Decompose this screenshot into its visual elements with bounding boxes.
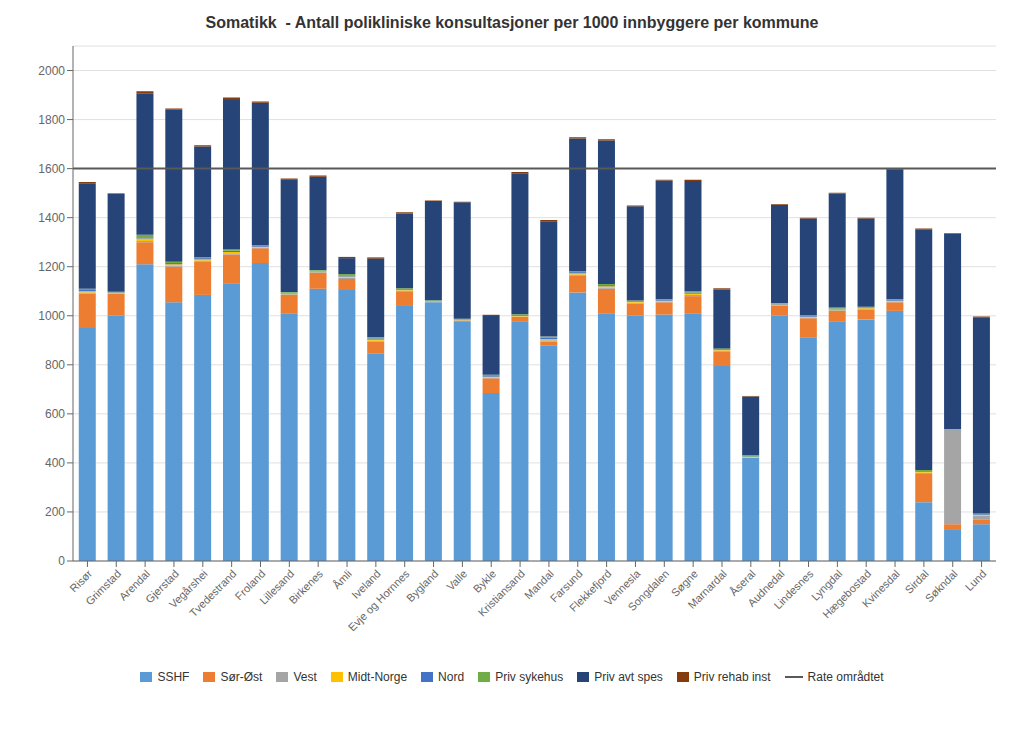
svg-text:Bykle: Bykle bbox=[470, 567, 499, 595]
svg-text:Mandal: Mandal bbox=[521, 567, 556, 602]
svg-text:Audnedal: Audnedal bbox=[745, 567, 787, 609]
svg-text:Valle: Valle bbox=[444, 567, 469, 592]
svg-text:1600: 1600 bbox=[38, 162, 65, 176]
svg-text:Lillesand: Lillesand bbox=[257, 567, 297, 607]
svg-text:2000: 2000 bbox=[38, 64, 65, 78]
svg-text:Åmli: Åmli bbox=[330, 567, 354, 591]
svg-text:Arendal: Arendal bbox=[116, 567, 152, 603]
svg-text:1200: 1200 bbox=[38, 260, 65, 274]
svg-text:200: 200 bbox=[45, 505, 65, 519]
svg-text:Åseral: Åseral bbox=[727, 567, 758, 598]
svg-text:400: 400 bbox=[45, 456, 65, 470]
svg-text:600: 600 bbox=[45, 407, 65, 421]
html-text:SSHF: SSHF bbox=[157, 670, 190, 684]
svg-text:Kvinesdal: Kvinesdal bbox=[860, 567, 902, 609]
svg-text:Lund: Lund bbox=[963, 567, 989, 593]
svg-text:Søgne: Søgne bbox=[668, 567, 701, 599]
html-text:Nord: Nord bbox=[438, 670, 465, 684]
svg-text:1800: 1800 bbox=[38, 113, 65, 127]
svg-text:Sirdal: Sirdal bbox=[902, 567, 931, 596]
html-text:Priv sykehus: Priv sykehus bbox=[495, 670, 564, 684]
svg-text:Flekkefjord: Flekkefjord bbox=[567, 567, 614, 614]
svg-text:Iveland: Iveland bbox=[349, 567, 383, 601]
html-text:Vest: Vest bbox=[293, 670, 317, 684]
svg-text:Tvedestrand: Tvedestrand bbox=[187, 567, 239, 619]
svg-text:Vegårshei: Vegårshei bbox=[166, 567, 210, 611]
svg-text:Marnardal: Marnardal bbox=[685, 567, 729, 611]
html-text:Priv rehab inst: Priv rehab inst bbox=[693, 670, 771, 684]
svg-text:Kristiansand: Kristiansand bbox=[476, 567, 527, 618]
svg-text:Hægebostad: Hægebostad bbox=[820, 567, 873, 620]
svg-text:Froland: Froland bbox=[232, 567, 268, 603]
html-text:Somatikk - Antall polikliniske: Somatikk - Antall polikliniske konsultas… bbox=[205, 14, 819, 31]
html-text:Priv avt spes: Priv avt spes bbox=[594, 670, 663, 684]
svg-text:Risør: Risør bbox=[67, 567, 95, 595]
svg-text:0: 0 bbox=[58, 554, 65, 568]
svg-text:Farsund: Farsund bbox=[547, 567, 585, 605]
html-text:Sør-Øst: Sør-Øst bbox=[220, 670, 263, 684]
svg-text:1000: 1000 bbox=[38, 309, 65, 323]
svg-text:800: 800 bbox=[45, 358, 65, 372]
svg-text:1400: 1400 bbox=[38, 211, 65, 225]
svg-text:Bygland: Bygland bbox=[404, 567, 441, 604]
svg-text:Lindesnes: Lindesnes bbox=[772, 567, 816, 611]
html-text:Rate områdtet: Rate områdtet bbox=[807, 670, 884, 684]
svg-text:Grimstad: Grimstad bbox=[83, 567, 123, 607]
svg-text:Gjerstad: Gjerstad bbox=[143, 567, 181, 606]
svg-text:Songdalen: Songdalen bbox=[626, 567, 672, 613]
svg-text:Vennesla: Vennesla bbox=[601, 567, 643, 608]
svg-text:Lyngdal: Lyngdal bbox=[808, 567, 845, 603]
html-text:Midt-Norge: Midt-Norge bbox=[347, 670, 408, 684]
svg-text:Birkenes: Birkenes bbox=[286, 567, 325, 606]
svg-text:Evje og Hornnes: Evje og Hornnes bbox=[346, 567, 412, 633]
svg-text:Søkndal: Søkndal bbox=[923, 567, 960, 604]
